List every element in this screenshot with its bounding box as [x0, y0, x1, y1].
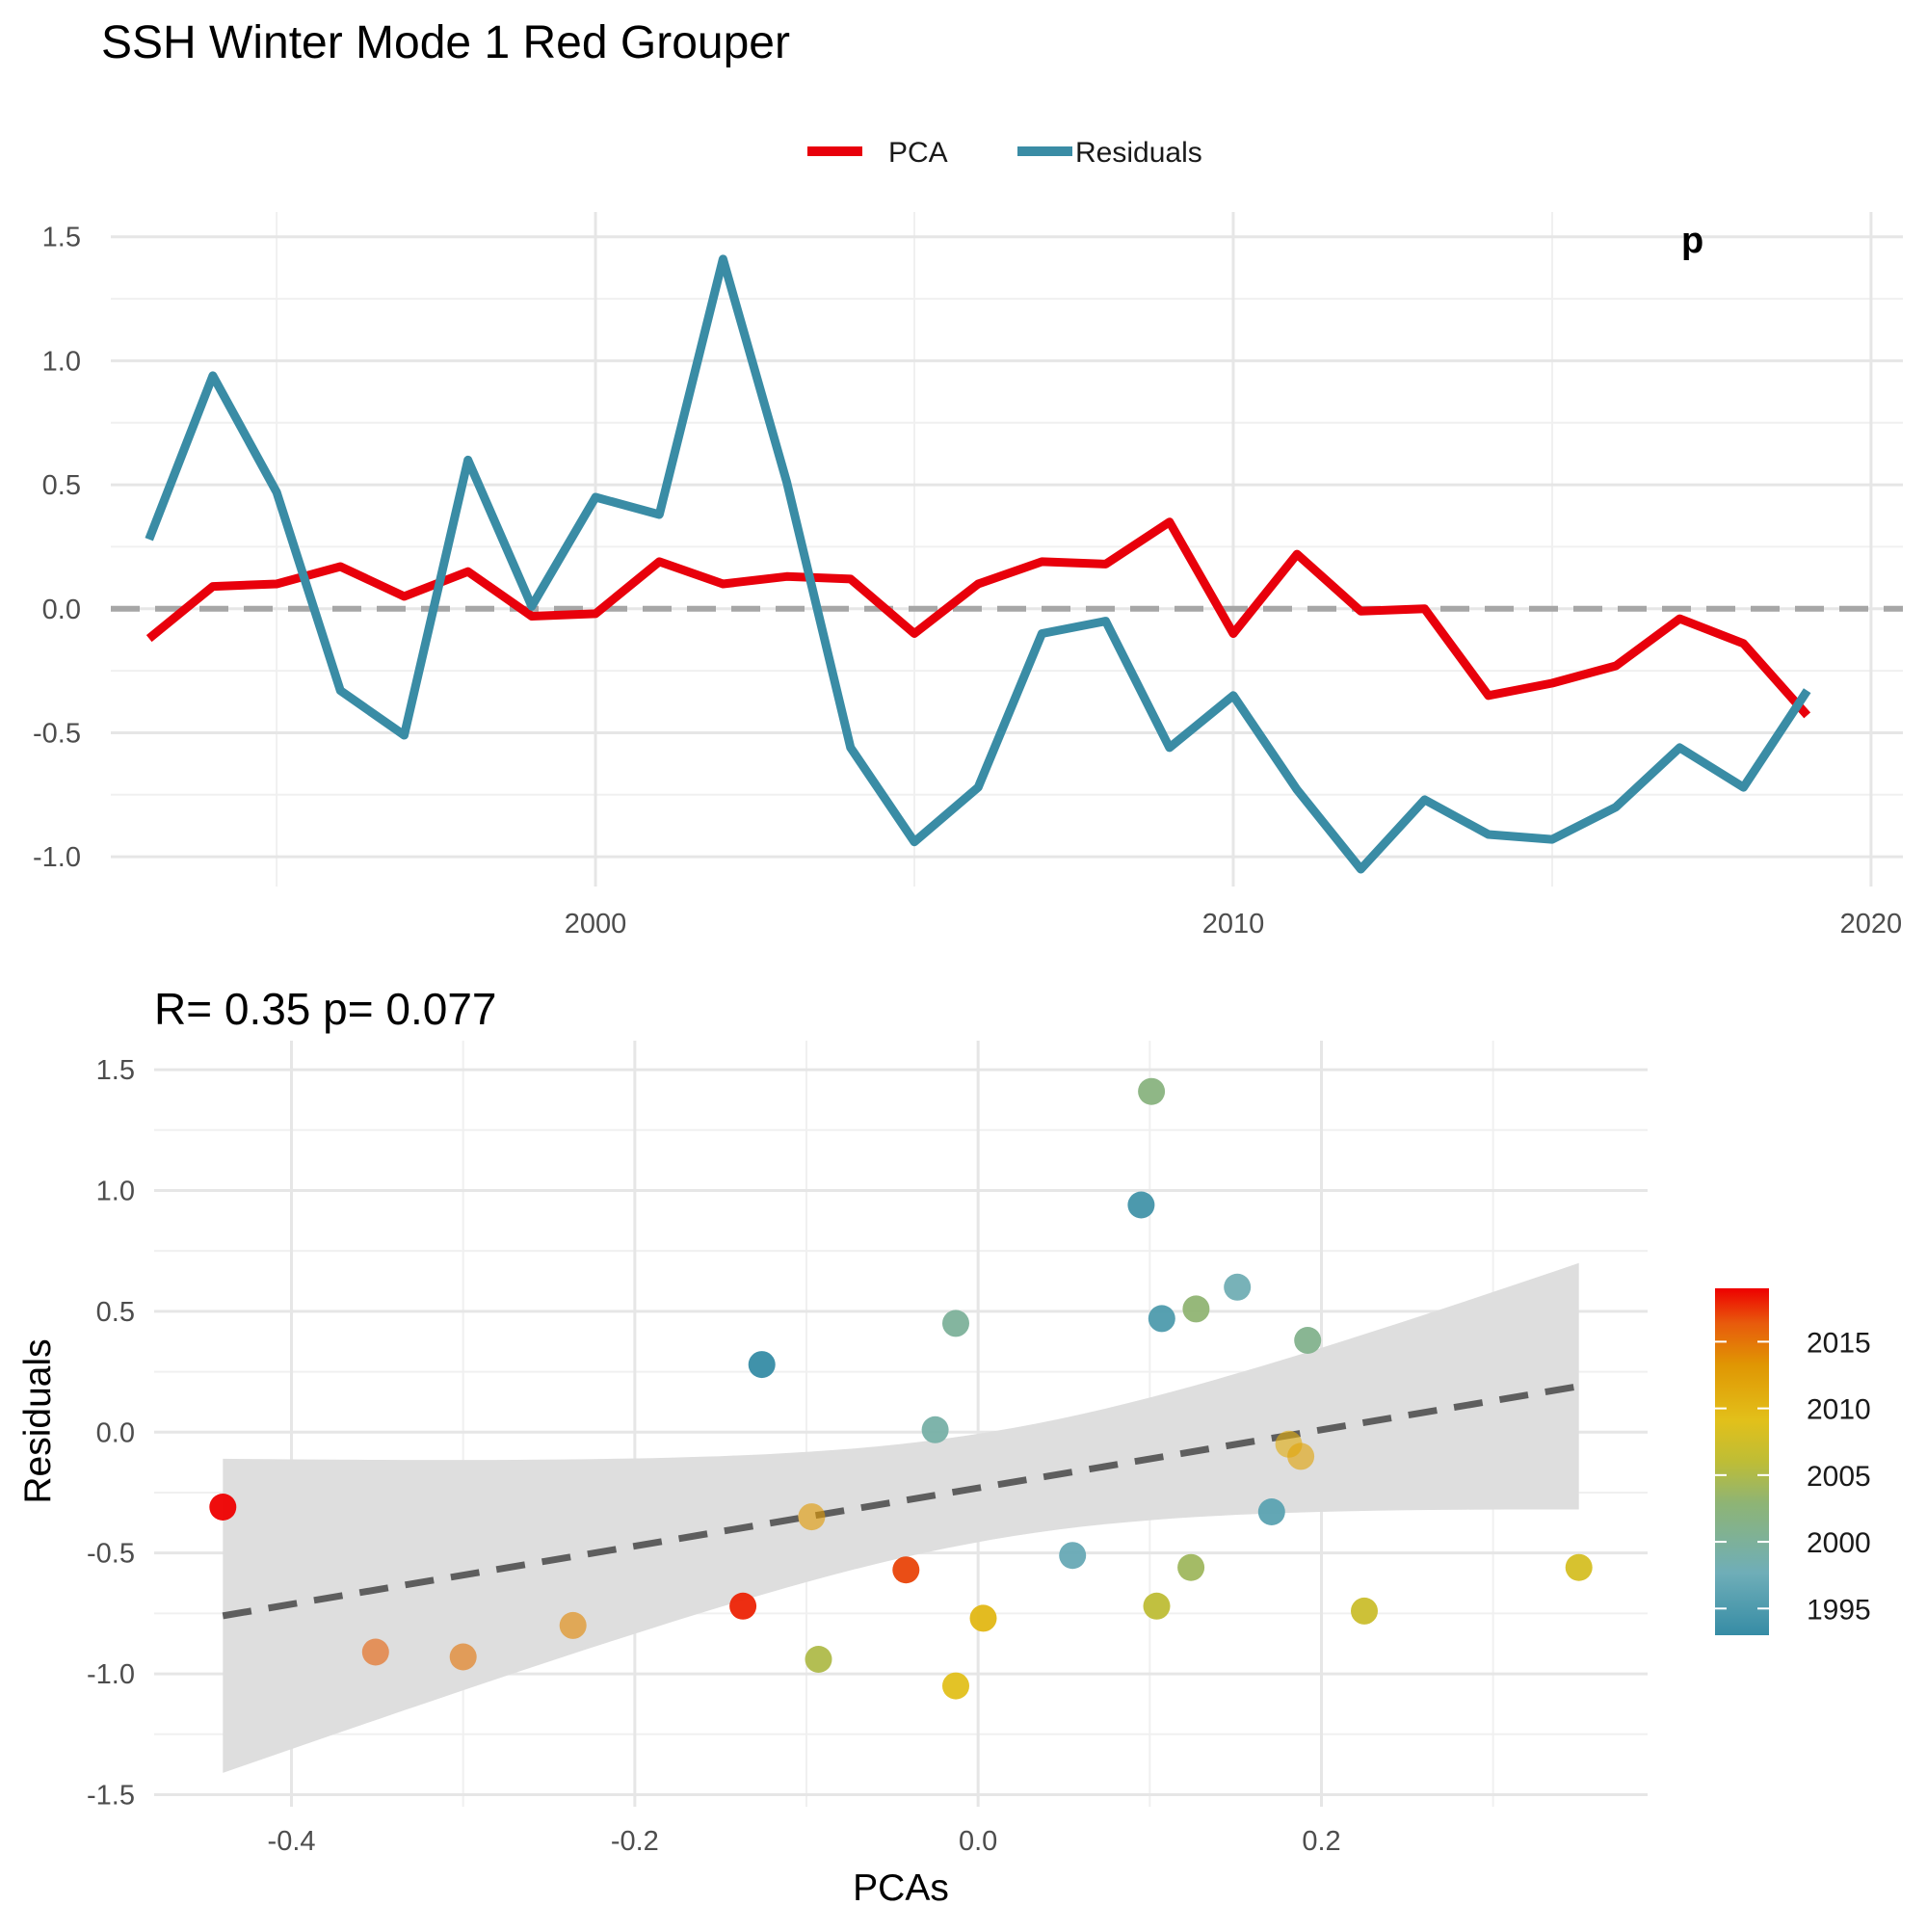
colorbar-tick-label: 1995	[1807, 1594, 1871, 1626]
scatter-point	[969, 1604, 997, 1632]
scatter-x-tick-labels: -0.4 -0.2 0.0 0.2	[268, 1826, 1341, 1857]
scatter-point	[361, 1638, 389, 1666]
scatter-point	[209, 1494, 237, 1521]
scatter-point	[1143, 1592, 1171, 1620]
x-tick-label: 0.0	[959, 1826, 997, 1857]
scatter-point	[1138, 1077, 1166, 1105]
colorbar-tick-label: 2015	[1807, 1327, 1871, 1359]
scatter-point	[942, 1672, 969, 1700]
scatter-y-tick-labels: -1.5 -1.0 -0.5 0.0 0.5 1.0 1.5	[87, 1055, 135, 1811]
y-tick-label: 1.0	[96, 1176, 135, 1206]
scatter-point	[748, 1351, 776, 1379]
x-tick-label: 0.2	[1302, 1826, 1340, 1857]
y-tick-label: -1.5	[87, 1780, 135, 1811]
legend-label-pca: PCA	[888, 137, 948, 169]
scatter-point	[559, 1611, 587, 1639]
series-line-residuals	[145, 254, 1811, 874]
y-tick-label: -0.5	[87, 1539, 135, 1570]
scatter-point	[1148, 1305, 1175, 1333]
scatter-point	[449, 1643, 477, 1671]
scatter-point	[1287, 1442, 1315, 1470]
x-tick-label: -0.4	[268, 1826, 316, 1857]
year-colorbar: 2015 2010 2005 2000 1995	[1715, 1288, 1871, 1635]
y-axis-title: Residuals	[17, 1338, 59, 1503]
scatter-point	[1257, 1498, 1285, 1525]
scatter-point	[1182, 1295, 1210, 1323]
y-tick-label: 1.5	[96, 1055, 135, 1086]
legend-label-residuals: Residuals	[1075, 137, 1202, 169]
scatter-point	[921, 1416, 949, 1443]
y-tick-label: -1.0	[87, 1659, 135, 1690]
x-tick-label: 2020	[1840, 909, 1903, 940]
colorbar-tick-labels: 2015 2010 2005 2000 1995	[1715, 1327, 1871, 1626]
scatter-point	[942, 1310, 969, 1337]
y-tick-label: -1.0	[33, 842, 81, 873]
confidence-band	[223, 1262, 1579, 1773]
y-tick-label: 1.5	[42, 223, 81, 253]
line-chart-x-tick-labels: 2000 2010 2020	[565, 909, 1902, 940]
colorbar-tick-label: 2000	[1807, 1527, 1871, 1559]
scatter-point	[805, 1646, 832, 1673]
x-tick-label: 2000	[565, 909, 627, 940]
y-tick-label: -0.5	[33, 718, 81, 749]
scatter-point	[1059, 1542, 1087, 1570]
colorbar-gradient	[1715, 1288, 1769, 1635]
scatter-point	[1565, 1553, 1593, 1581]
line-chart-y-tick-labels: -1.0 -0.5 0.0 0.5 1.0 1.5	[33, 223, 81, 873]
y-tick-label: 0.0	[42, 595, 81, 625]
scatter-point	[892, 1556, 920, 1584]
scatter-point	[1127, 1191, 1155, 1219]
y-tick-label: 1.0	[42, 346, 81, 377]
scatter-points	[209, 1077, 1593, 1700]
series-line-pca	[145, 517, 1811, 719]
y-tick-label: 0.0	[96, 1417, 135, 1448]
scatter-point	[1224, 1273, 1252, 1301]
scatter-title: R= 0.35 p= 0.077	[154, 984, 497, 1034]
colorbar-tick-label: 2005	[1807, 1461, 1871, 1493]
y-tick-label: 0.5	[96, 1297, 135, 1328]
x-axis-title: PCAs	[853, 1867, 949, 1909]
scatter-point	[1351, 1597, 1378, 1625]
x-tick-label: 2010	[1202, 909, 1265, 940]
line-chart-legend: PCA Residuals	[807, 137, 1202, 169]
line-chart: -1.0 -0.5 0.0 0.5 1.0 1.5 2000 2010 2020 p	[33, 212, 1903, 940]
figure-title: SSH Winter Mode 1 Red Grouper	[101, 17, 790, 68]
scatter-chart: R= 0.35 p= 0.077 -1.5 -1.0 -0.5 0.0 0.5 1.0 1.…	[17, 984, 1648, 1909]
colorbar-tick-label: 2010	[1807, 1394, 1871, 1426]
scatter-point	[1177, 1553, 1205, 1581]
line-chart-corner-text: p	[1681, 221, 1703, 261]
scatter-point	[798, 1503, 826, 1531]
scatter-point	[1294, 1327, 1322, 1354]
x-tick-label: -0.2	[611, 1826, 659, 1857]
y-tick-label: 0.5	[42, 470, 81, 501]
scatter-point	[729, 1592, 757, 1620]
